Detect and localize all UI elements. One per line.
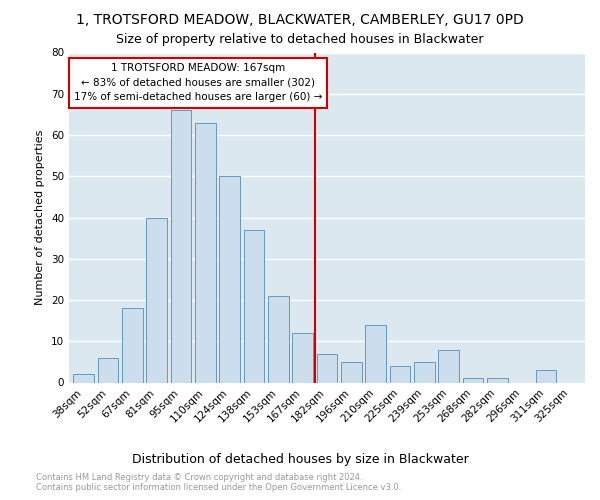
Bar: [463, 378, 484, 382]
Text: Contains HM Land Registry data © Crown copyright and database right 2024.
Contai: Contains HM Land Registry data © Crown c…: [36, 473, 401, 492]
Bar: [365, 325, 386, 382]
Bar: [244, 230, 265, 382]
Text: Size of property relative to detached houses in Blackwater: Size of property relative to detached ho…: [116, 32, 484, 46]
Bar: [195, 122, 215, 382]
Bar: [146, 218, 167, 382]
Text: 1 TROTSFORD MEADOW: 167sqm
← 83% of detached houses are smaller (302)
17% of sem: 1 TROTSFORD MEADOW: 167sqm ← 83% of deta…: [74, 63, 322, 102]
Y-axis label: Number of detached properties: Number of detached properties: [35, 130, 46, 305]
Bar: [414, 362, 435, 382]
Text: Distribution of detached houses by size in Blackwater: Distribution of detached houses by size …: [131, 452, 469, 466]
Bar: [98, 358, 118, 382]
Bar: [389, 366, 410, 382]
Bar: [170, 110, 191, 382]
Bar: [487, 378, 508, 382]
Bar: [439, 350, 459, 382]
Bar: [317, 354, 337, 382]
Bar: [292, 333, 313, 382]
Bar: [536, 370, 556, 382]
Bar: [219, 176, 240, 382]
Bar: [268, 296, 289, 382]
Bar: [73, 374, 94, 382]
Bar: [122, 308, 143, 382]
Text: 1, TROTSFORD MEADOW, BLACKWATER, CAMBERLEY, GU17 0PD: 1, TROTSFORD MEADOW, BLACKWATER, CAMBERL…: [76, 12, 524, 26]
Bar: [341, 362, 362, 382]
